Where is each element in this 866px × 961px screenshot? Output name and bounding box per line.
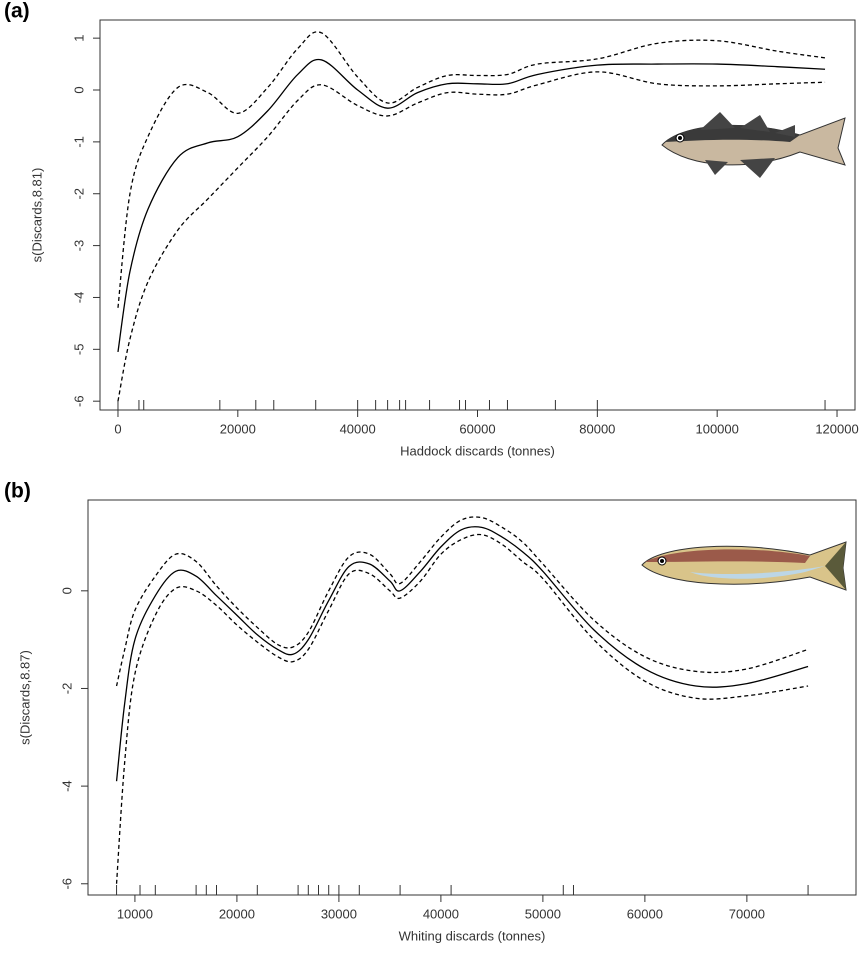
x-tick-label: 70000 — [729, 906, 765, 921]
smooth-line — [115, 516, 809, 687]
x-tick-label: 50000 — [525, 906, 561, 921]
smooth-line — [117, 58, 826, 353]
y-tick-label: -6 — [59, 878, 74, 890]
x-tick-label: 20000 — [220, 421, 256, 436]
smooth-line — [117, 71, 826, 402]
y-tick-label: 0 — [71, 86, 86, 93]
smooth-line — [115, 526, 809, 782]
y-tick-label: -6 — [71, 395, 86, 407]
x-tick-label: 20000 — [219, 906, 255, 921]
y-tick-label: -4 — [59, 780, 74, 792]
y-axis-label: s(Discards,8.87) — [17, 650, 32, 745]
y-tick-label: -5 — [71, 344, 86, 356]
x-tick-label: 120000 — [815, 421, 858, 436]
x-tick-label: 100000 — [695, 421, 738, 436]
x-axis-label: Haddock discards (tonnes) — [400, 443, 555, 458]
haddock-illustration — [661, 112, 846, 178]
smooth-line — [115, 533, 809, 884]
x-tick-label: 0 — [114, 421, 121, 436]
y-tick-label: -2 — [59, 683, 74, 695]
x-tick-label: 80000 — [579, 421, 615, 436]
plot-frame — [99, 19, 856, 411]
y-tick-label: 0 — [59, 587, 74, 594]
y-tick-label: -4 — [71, 292, 86, 304]
y-axis-label: s(Discards,8.81) — [29, 168, 44, 263]
x-tick-label: 60000 — [627, 906, 663, 921]
y-tick-label: -3 — [71, 240, 86, 252]
whiting-illustration — [641, 541, 847, 591]
x-tick-label: 40000 — [423, 906, 459, 921]
panel-label: (b) — [4, 480, 31, 503]
x-tick-label: 10000 — [117, 906, 153, 921]
y-tick-label: -1 — [71, 136, 86, 148]
y-tick-label: -2 — [71, 188, 86, 200]
y-tick-label: 1 — [71, 35, 86, 42]
panel-label: (a) — [4, 0, 30, 23]
x-tick-label: 30000 — [321, 906, 357, 921]
x-tick-label: 40000 — [340, 421, 376, 436]
x-axis-label: Whiting discards (tonnes) — [399, 928, 546, 943]
x-tick-label: 60000 — [459, 421, 495, 436]
smooth-line — [117, 31, 826, 308]
